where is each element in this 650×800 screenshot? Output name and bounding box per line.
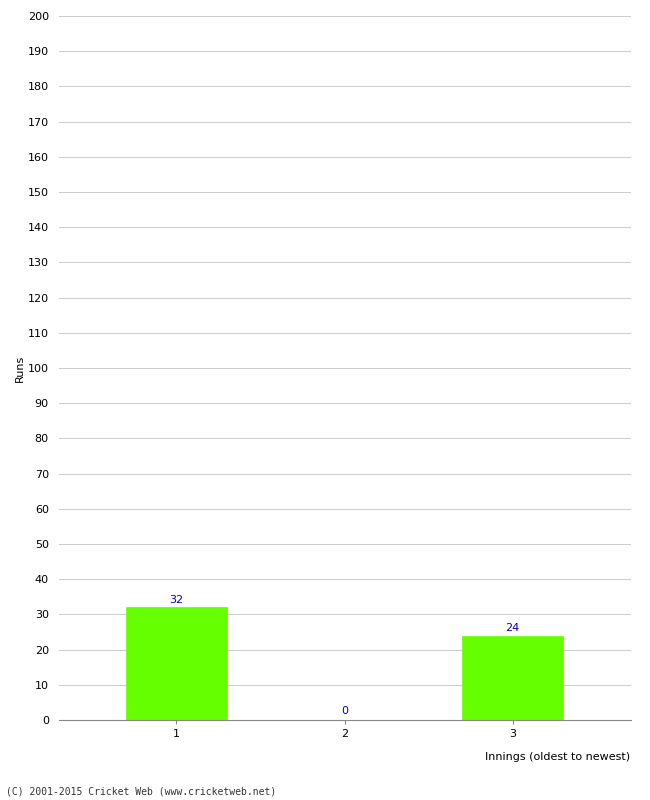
- Bar: [462, 635, 563, 720]
- Text: 0: 0: [341, 706, 348, 716]
- Text: 32: 32: [169, 594, 183, 605]
- Text: Innings (oldest to newest): Innings (oldest to newest): [486, 752, 630, 762]
- Text: 24: 24: [506, 622, 520, 633]
- Y-axis label: Runs: Runs: [15, 354, 25, 382]
- Bar: [126, 607, 227, 720]
- Text: (C) 2001-2015 Cricket Web (www.cricketweb.net): (C) 2001-2015 Cricket Web (www.cricketwe…: [6, 786, 277, 796]
